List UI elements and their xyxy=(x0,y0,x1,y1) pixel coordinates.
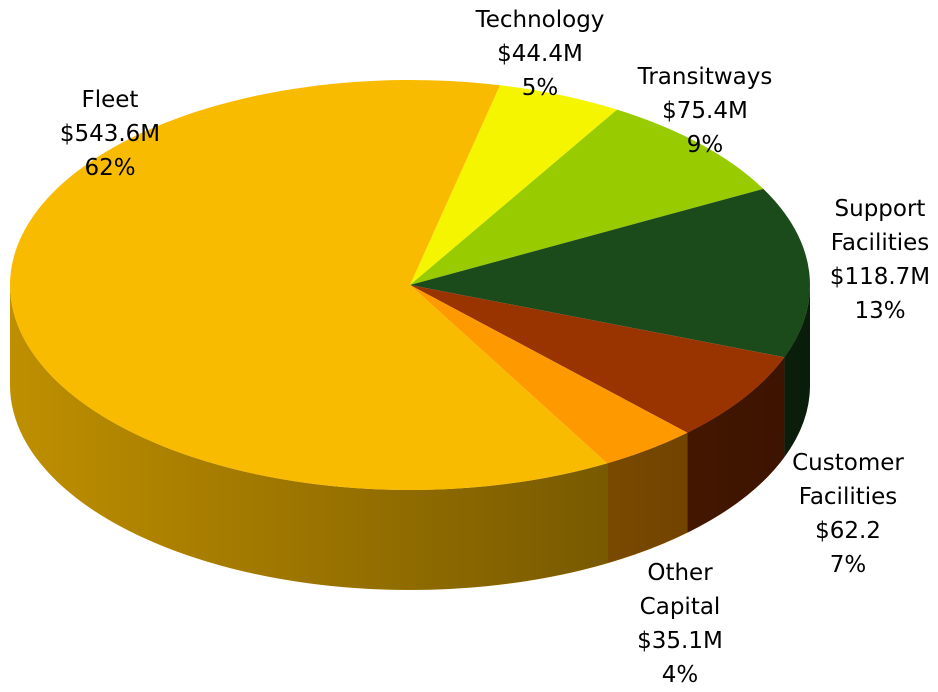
percentage-label: 4% xyxy=(661,662,699,688)
slice-label: Other Capital $35.1M 4% xyxy=(620,556,740,692)
category: Support Facilities xyxy=(830,196,930,256)
slice-label: Support Facilities $118.7M 13% xyxy=(820,192,938,328)
slice xyxy=(410,85,618,285)
category: Other Capital xyxy=(639,560,721,620)
value-label: $44.4M xyxy=(497,41,583,67)
percentage-label: 62% xyxy=(84,155,136,181)
slice-label: Transitways $75.4M 9% xyxy=(620,60,790,162)
category: Customer Facilities xyxy=(792,450,904,510)
slice xyxy=(410,285,785,433)
slice-label: Customer Facilities $62.2 7% xyxy=(773,446,923,582)
value-label: $75.4M xyxy=(662,98,748,124)
slice xyxy=(410,285,688,464)
percentage-label: 9% xyxy=(686,132,724,158)
percentage-label: 13% xyxy=(854,298,906,324)
slice-label: Fleet $543.6M 62% xyxy=(25,83,195,185)
value-label: $62.2 xyxy=(815,518,881,544)
slice-label: Technology $44.4M 5% xyxy=(455,3,625,105)
slice xyxy=(410,109,764,285)
percentage-label: 7% xyxy=(829,552,867,578)
value-label: $35.1M xyxy=(637,628,723,654)
percentage-label: 5% xyxy=(521,75,559,101)
category: Fleet xyxy=(81,87,139,113)
side-shade xyxy=(10,285,810,590)
value-label: $543.6M xyxy=(59,121,161,147)
slice xyxy=(410,188,810,358)
category: Transitways xyxy=(637,64,773,90)
slice xyxy=(9,80,608,491)
category: Technology xyxy=(475,7,605,33)
value-label: $118.7M xyxy=(829,264,931,290)
